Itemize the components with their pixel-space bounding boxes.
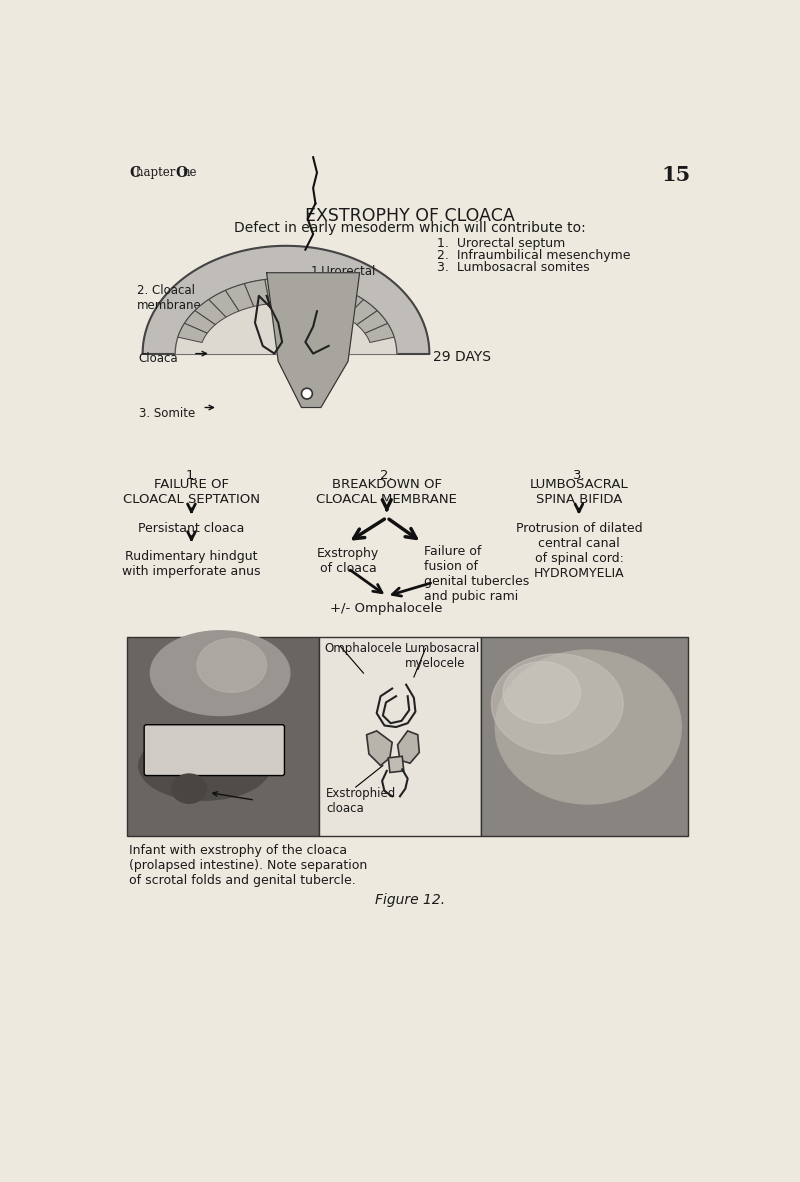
Polygon shape: [175, 278, 397, 353]
Polygon shape: [209, 291, 239, 317]
Ellipse shape: [197, 638, 266, 693]
Polygon shape: [226, 284, 254, 311]
Text: 2.  Infraumbilical mesenchyme: 2. Infraumbilical mesenchyme: [437, 249, 630, 262]
Text: +/- Omphalocele: +/- Omphalocele: [330, 603, 443, 616]
Bar: [319, 637, 481, 836]
Text: ne: ne: [182, 167, 197, 180]
Polygon shape: [302, 279, 328, 306]
Text: Persistant cloaca: Persistant cloaca: [138, 522, 245, 535]
Polygon shape: [398, 730, 419, 764]
Polygon shape: [178, 324, 207, 343]
Text: 1.: 1.: [185, 469, 198, 482]
Ellipse shape: [150, 631, 290, 715]
Text: C: C: [130, 167, 141, 181]
Text: Exstrophied
cloaca: Exstrophied cloaca: [326, 787, 397, 816]
Bar: [127, 637, 319, 836]
Polygon shape: [366, 730, 392, 766]
Text: BREAKDOWN OF
CLOACAL MEMBRANE: BREAKDOWN OF CLOACAL MEMBRANE: [316, 479, 457, 506]
FancyBboxPatch shape: [144, 725, 285, 775]
Polygon shape: [365, 324, 394, 343]
Text: 3.: 3.: [573, 469, 586, 482]
Text: Figure 12.: Figure 12.: [375, 892, 445, 907]
Text: hapter: hapter: [137, 167, 179, 180]
Text: Infant with exstrophy of the cloaca
(prolapsed intestine). Note separation
of sc: Infant with exstrophy of the cloaca (pro…: [130, 844, 368, 886]
Bar: [481, 637, 688, 836]
Text: 2.: 2.: [381, 469, 393, 482]
Text: Lumbosacral
myelocele: Lumbosacral myelocele: [405, 642, 480, 670]
Text: Protrusion of dilated
central canal
of spinal cord:
HYDROMYELIA: Protrusion of dilated central canal of s…: [516, 522, 642, 580]
Text: Exstrophy
of cloaca: Exstrophy of cloaca: [317, 547, 379, 574]
Text: EXSTROPHY OF CLOACA: EXSTROPHY OF CLOACA: [305, 207, 515, 226]
Polygon shape: [333, 291, 363, 317]
Text: Omphalocele: Omphalocele: [325, 642, 402, 655]
Ellipse shape: [503, 662, 581, 723]
Ellipse shape: [138, 730, 270, 800]
Ellipse shape: [495, 650, 682, 804]
Text: Rudimentary hindgut
with imperforate anus: Rudimentary hindgut with imperforate anu…: [122, 550, 261, 578]
Text: Defect in early mesoderm which will contribute to:: Defect in early mesoderm which will cont…: [234, 221, 586, 235]
Polygon shape: [244, 279, 270, 306]
Polygon shape: [346, 299, 377, 325]
Text: Failure of
fusion of
genital tubercles
and pubic rami: Failure of fusion of genital tubercles a…: [424, 545, 530, 603]
Ellipse shape: [491, 654, 623, 754]
Text: O: O: [175, 167, 187, 181]
Text: 29 DAYS: 29 DAYS: [434, 350, 491, 364]
Polygon shape: [388, 756, 404, 773]
Text: 2. Cloacal
membrane: 2. Cloacal membrane: [138, 285, 202, 312]
Text: FAILURE OF
CLOACAL SEPTATION: FAILURE OF CLOACAL SEPTATION: [123, 479, 260, 506]
Polygon shape: [185, 311, 215, 333]
Polygon shape: [318, 284, 346, 311]
Text: 3.  Lumbosacral somites: 3. Lumbosacral somites: [437, 261, 590, 274]
Polygon shape: [357, 311, 387, 333]
Text: 3. Somite: 3. Somite: [138, 408, 195, 421]
Polygon shape: [265, 278, 286, 304]
Polygon shape: [195, 299, 226, 325]
Text: 15: 15: [662, 165, 690, 184]
Text: LUMBOSACRAL
SPINA BIFIDA: LUMBOSACRAL SPINA BIFIDA: [530, 479, 628, 506]
Polygon shape: [142, 246, 430, 353]
Polygon shape: [286, 278, 307, 304]
Circle shape: [302, 388, 312, 400]
Text: 1.Urorectal
septum: 1.Urorectal septum: [310, 265, 376, 293]
Polygon shape: [266, 273, 360, 408]
Ellipse shape: [172, 774, 206, 804]
Text: Cloaca: Cloaca: [138, 352, 178, 365]
Text: 1.  Urorectal septum: 1. Urorectal septum: [437, 236, 566, 249]
